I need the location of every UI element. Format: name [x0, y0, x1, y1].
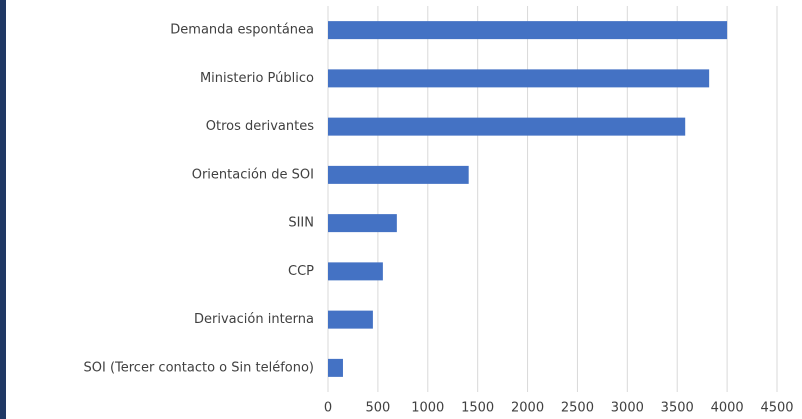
- bar: [328, 165, 469, 184]
- bar: [328, 117, 686, 136]
- bar: [328, 214, 397, 233]
- x-tick-label: 1000: [411, 401, 444, 416]
- y-tick-label: Derivación interna: [194, 312, 314, 327]
- left-border: [0, 0, 6, 419]
- bar: [328, 262, 383, 281]
- y-tick-label: Otros derivantes: [206, 119, 314, 134]
- x-tick-label: 1500: [461, 401, 494, 416]
- bar: [328, 310, 373, 329]
- bar: [328, 69, 710, 88]
- x-tick-label: 3000: [611, 401, 644, 416]
- y-tick-label: CCP: [288, 264, 314, 279]
- y-tick-label: SOI (Tercer contacto o Sin teléfono): [84, 360, 315, 375]
- x-tick-label: 0: [324, 401, 332, 416]
- y-tick-label: Ministerio Público: [200, 71, 314, 86]
- y-tick-label: SIIN: [288, 216, 314, 231]
- x-tick-label: 4000: [711, 401, 744, 416]
- x-tick-label: 4500: [760, 401, 793, 416]
- x-tick-label: 500: [365, 401, 390, 416]
- x-tick-label: 3500: [661, 401, 694, 416]
- x-tick-label: 2000: [511, 401, 544, 416]
- bar: [328, 358, 343, 377]
- y-tick-label: Demanda espontánea: [170, 23, 314, 38]
- bar: [328, 21, 728, 40]
- x-tick-label: 2500: [561, 401, 594, 416]
- y-tick-label: Orientación de SOI: [192, 167, 314, 182]
